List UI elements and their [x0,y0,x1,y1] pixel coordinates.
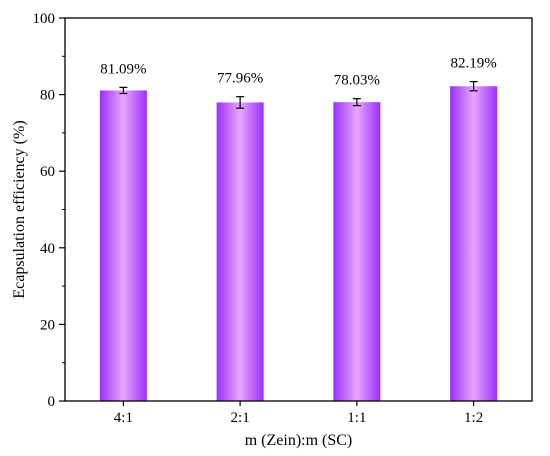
x-tick-label: 1:1 [347,410,366,426]
bar [99,90,147,402]
error-bars-group [119,81,478,109]
x-tick-label: 4:1 [114,410,133,426]
bar [450,86,498,401]
y-tick-label: 60 [40,164,55,180]
y-tick-label: 80 [40,88,55,104]
y-tick-label: 20 [40,317,55,333]
y-tick-label: 40 [40,241,55,257]
x-tick-label: 1:2 [464,410,483,426]
y-axis-ticks: 0 20 40 60 80 100 [33,11,65,410]
bar [216,102,264,401]
x-axis-label: m (Zein):m (SC) [245,432,353,449]
data-label: 82.19% [451,56,497,72]
data-label: 78.03% [334,73,380,89]
data-label: 77.96% [217,71,263,87]
bar [333,102,381,401]
x-axis-ticks: 4:1 2:1 1:1 1:2 [114,401,483,426]
bars-group [99,86,498,402]
data-labels-group: 81.09% 77.96% 78.03% 82.19% [100,56,497,89]
y-axis-label: Ecapsulation efficiency (%) [11,120,28,298]
y-tick-label: 100 [33,11,56,27]
data-label: 81.09% [100,61,146,77]
x-tick-label: 2:1 [231,410,250,426]
y-tick-label: 0 [48,394,56,410]
